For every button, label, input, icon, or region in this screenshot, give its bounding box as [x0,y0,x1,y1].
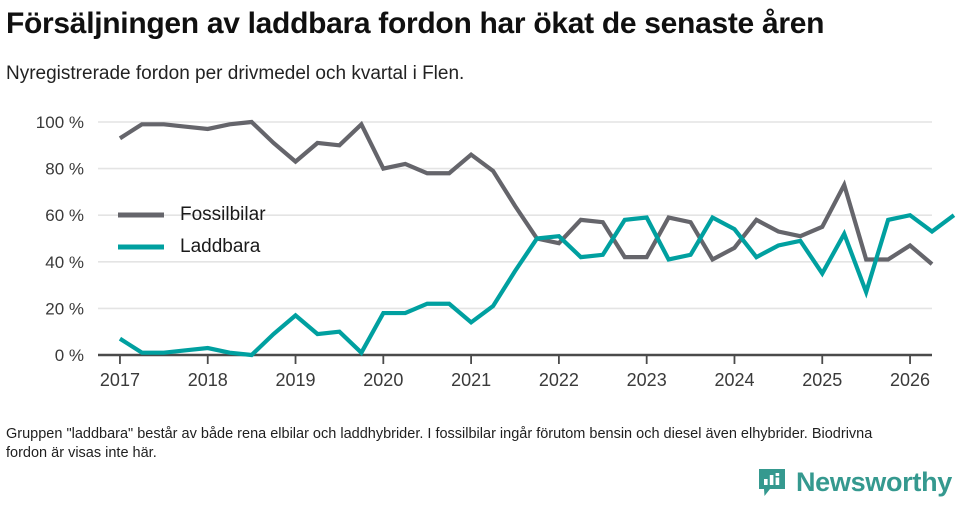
x-axis-tick-labels: 2017 2018 2019 2020 2021 2022 2023 2024 2025 2026 [100,370,930,390]
x-axis-tick-label: 2017 [100,370,140,390]
series-line-fossilbilar [118,119,934,266]
page-title: Försäljningen av laddbara fordon har öka… [6,7,825,40]
x-axis [98,353,932,364]
legend-label: Fossilbilar [180,204,266,225]
x-axis-tick-label: 2023 [627,370,667,390]
newsworthy-logo: Newsworthy [756,466,952,498]
line-chart-svg: 0 % 20 % 40 % 60 % 80 % 100 % 2017 2018 2019 202… [36,113,956,390]
legend-label: Laddbara [180,236,261,257]
y-axis-tick-labels: 0 % 20 % 40 % 60 % 80 % 100 % [36,113,84,365]
x-axis-tick-label: 2024 [714,370,754,390]
x-axis-tick-label: 2018 [188,370,228,390]
chart-footnote: Gruppen "laddbara" består av både rena e… [6,426,873,461]
chart-plot-area: 0 % 20 % 40 % 60 % 80 % 100 % 2017 2018 2019 202… [0,105,960,395]
y-axis-tick-label: 80 % [45,160,84,179]
brand-name-label: Newsworthy [795,467,952,497]
series-line-laddbara [118,212,956,358]
x-axis-tick-label: 2025 [802,370,842,390]
y-axis-tick-label: 0 % [55,346,84,365]
x-axis-tick-label: 2021 [451,370,491,390]
y-axis-tick-label: 60 % [45,206,84,225]
y-axis-tick-label: 40 % [45,253,84,272]
y-axis-tick-label: 100 % [36,113,84,132]
x-axis-tick-label: 2022 [539,370,579,390]
speech-bubble-bar-chart-icon [758,469,785,496]
chart-subtitle: Nyregistrerade fordon per drivmedel och … [6,63,465,84]
chart-legend: Fossilbilar Laddbara [118,204,266,257]
x-axis-tick-label: 2020 [363,370,403,390]
data-series-lines [118,119,956,358]
y-axis-tick-label: 20 % [45,299,84,318]
x-axis-tick-label: 2026 [890,370,930,390]
x-axis-tick-label: 2019 [276,370,316,390]
